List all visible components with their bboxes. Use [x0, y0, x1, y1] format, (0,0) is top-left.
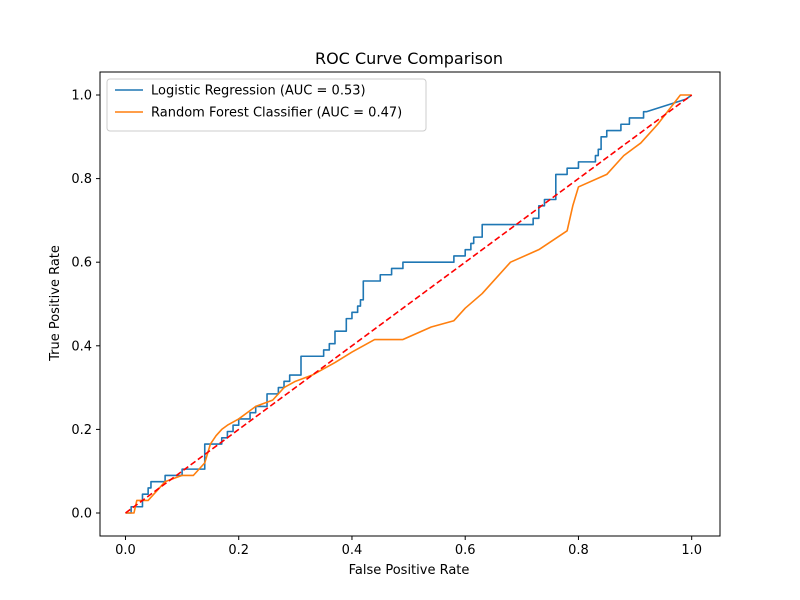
x-tick-label: 0.4 — [342, 543, 363, 558]
x-tick-label: 0.2 — [228, 543, 249, 558]
x-axis-label: False Positive Rate — [349, 563, 470, 578]
y-tick-label: 0.8 — [71, 172, 92, 187]
axes-frame — [99, 71, 721, 537]
legend-box — [106, 78, 427, 132]
chance-line — [125, 94, 693, 514]
x-tick-label: 0.0 — [115, 543, 136, 558]
series-line-0 — [125, 94, 693, 514]
plot-area: 0.0 0.2 0.4 0.6 0.8 1.0 0.0 0.2 0.4 0.6 0.8 1.0 — [71, 71, 721, 558]
x-tick-label: 0.8 — [568, 543, 589, 558]
y-tick-label: 0.0 — [71, 507, 92, 522]
chart-title: ROC Curve Comparison — [315, 49, 503, 68]
legend: Logistic Regression (AUC = 0.53) Random F… — [106, 78, 427, 132]
legend-label: Logistic Regression (AUC = 0.53) — [151, 84, 366, 99]
series-line-1 — [125, 94, 692, 514]
legend-label: Random Forest Classifier (AUC = 0.47) — [151, 106, 402, 121]
y-tick-label: 0.6 — [71, 256, 92, 271]
y-tick-label: 1.0 — [71, 88, 92, 103]
y-tick-label: 0.2 — [71, 423, 92, 438]
x-tick-label: 1.0 — [681, 543, 702, 558]
x-tick-label: 0.6 — [455, 543, 476, 558]
y-tick-label: 0.4 — [71, 339, 92, 354]
y-axis-label: True Positive Rate — [48, 245, 63, 362]
